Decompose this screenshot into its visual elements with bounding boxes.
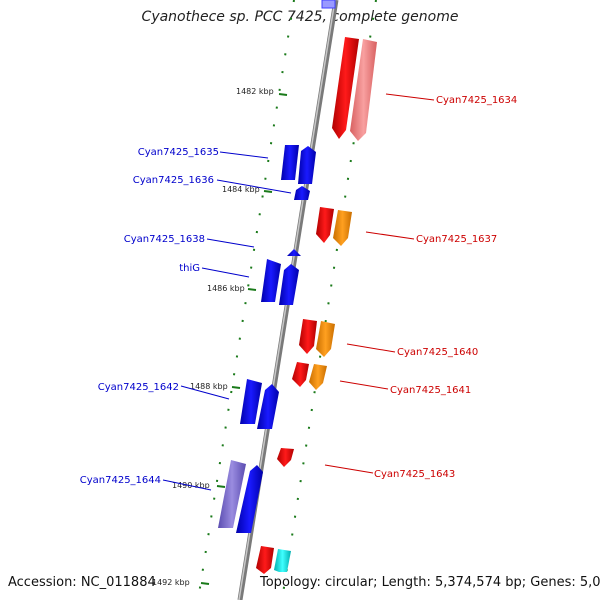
gene-label-cyan7425-1635[interactable]: Cyan7425_1635 xyxy=(138,147,219,158)
leader-line xyxy=(201,267,250,278)
kbp-tick xyxy=(278,93,288,96)
gene-cyan7425-1644-purple[interactable] xyxy=(218,460,246,528)
gene-cyan7425-1641-red[interactable] xyxy=(292,362,309,387)
gene-cyan7425-1642-b[interactable] xyxy=(257,384,279,429)
gene-cyan7425-1643[interactable] xyxy=(277,448,294,467)
gene-label-cyan7425-1638[interactable]: Cyan7425_1638 xyxy=(124,234,205,245)
gene-label-cyan7425-1641[interactable]: Cyan7425_1641 xyxy=(390,385,471,396)
gene-label-cyan7425-1634[interactable]: Cyan7425_1634 xyxy=(436,95,517,106)
leader-line xyxy=(324,464,374,474)
kbp-tick xyxy=(247,288,257,291)
gene-label-thiG[interactable]: thiG xyxy=(179,263,200,274)
gene-label-cyan7425-1640[interactable]: Cyan7425_1640 xyxy=(397,347,478,358)
kbp-label: 1482 kbp xyxy=(236,87,274,96)
leader-line xyxy=(216,179,292,194)
kbp-tick xyxy=(231,386,241,389)
kbp-tick xyxy=(200,582,210,585)
leader-line xyxy=(339,380,389,390)
gene-cyan7425-1634-red[interactable] xyxy=(332,37,359,139)
leader-line xyxy=(365,231,415,240)
leader-line xyxy=(206,238,255,248)
kbp-label: 1484 kbp xyxy=(222,185,260,194)
gene-cyan7425-1637-orange[interactable] xyxy=(333,210,352,246)
gene-cyan7425-1644-blue[interactable] xyxy=(236,465,263,533)
gene-label-cyan7425-1642[interactable]: Cyan7425_1642 xyxy=(98,382,179,393)
gene-cyan7425-1637-red[interactable] xyxy=(316,207,334,243)
gene-cyan7425-1636[interactable] xyxy=(294,186,310,200)
kbp-label: 1486 kbp xyxy=(207,284,245,293)
genome-summary-text: Topology: circular; Length: 5,374,574 bp… xyxy=(260,575,600,590)
gene-thiG-a[interactable] xyxy=(261,259,281,302)
gene-partial-forward[interactable] xyxy=(321,0,336,9)
leader-line xyxy=(162,479,212,491)
gene-cyan7425-1635-b[interactable] xyxy=(298,146,316,184)
leader-line xyxy=(346,343,396,353)
gene-thiG-b[interactable] xyxy=(279,264,299,305)
kbp-label: 1488 kbp xyxy=(190,382,228,391)
gene-cyan7425-1640-orange[interactable] xyxy=(316,321,335,357)
map-title: Cyanothece sp. PCC 7425, complete genome xyxy=(141,9,459,25)
kbp-tick xyxy=(216,485,226,488)
gene-label-cyan7425-1636[interactable]: Cyan7425_1636 xyxy=(133,175,214,186)
gene-label-cyan7425-1644[interactable]: Cyan7425_1644 xyxy=(80,475,161,486)
gene-cyan7425-1635-a[interactable] xyxy=(281,145,299,180)
kbp-tick xyxy=(263,190,273,193)
gene-cyan7425-1641-orange[interactable] xyxy=(309,364,327,390)
leader-line xyxy=(180,385,230,400)
accession-text: Accession: NC_011884 xyxy=(8,575,156,590)
gene-cyan7425-1640-red[interactable] xyxy=(299,319,317,354)
gene-cyan7425-1642-a[interactable] xyxy=(240,379,262,424)
gene-label-cyan7425-1643[interactable]: Cyan7425_1643 xyxy=(374,469,455,480)
gene-cyan7425-1634-pink[interactable] xyxy=(350,39,377,141)
gene-bottom-cyan[interactable] xyxy=(274,549,291,572)
gene-label-cyan7425-1637[interactable]: Cyan7425_1637 xyxy=(416,234,497,245)
kbp-label: 1492 kbp xyxy=(152,578,190,587)
leader-line xyxy=(219,151,269,159)
gene-cyan7425-1638[interactable] xyxy=(287,249,301,256)
gene-bottom-red[interactable] xyxy=(256,546,274,574)
leader-line xyxy=(385,93,435,101)
